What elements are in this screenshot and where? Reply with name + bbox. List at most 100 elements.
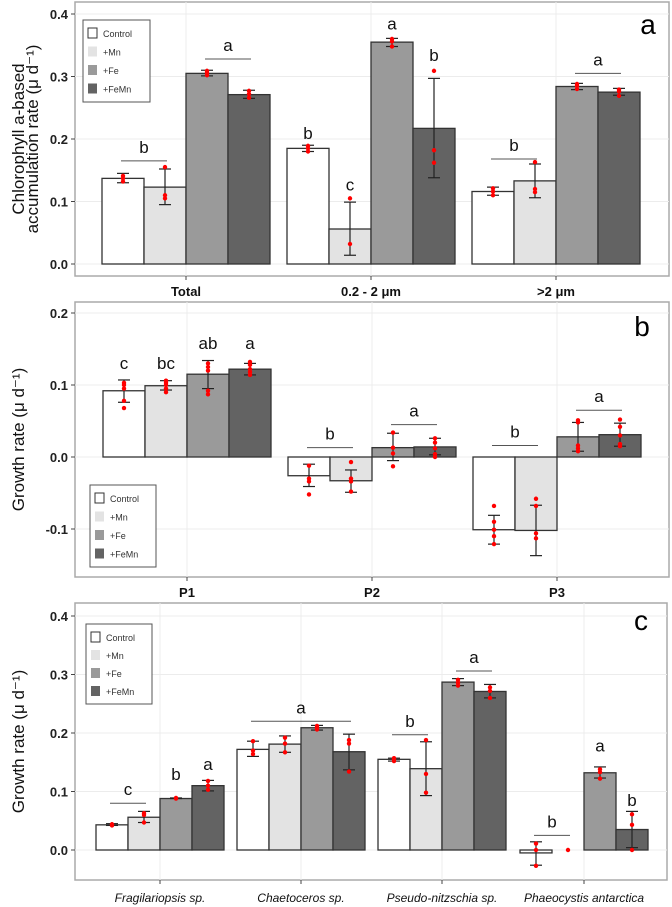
significance-letter: ab (199, 334, 218, 353)
data-point (574, 81, 580, 87)
significance-letter: a (387, 15, 397, 34)
bar-fe (159, 797, 193, 851)
significance-letter: a (245, 334, 255, 353)
significance-letter: b (171, 765, 180, 784)
data-point (348, 459, 354, 465)
data-point (306, 492, 312, 497)
bar-control (286, 147, 330, 265)
y-tick-label: 0.0 (50, 257, 68, 272)
data-point (246, 91, 252, 97)
legend-label: +Mn (110, 513, 128, 523)
bar-femn (597, 91, 641, 265)
legend-swatch (91, 650, 100, 660)
data-point (205, 361, 211, 366)
data-point (533, 841, 539, 846)
data-point (282, 741, 288, 746)
panel-label: c (634, 605, 648, 636)
significance-letter: b (303, 124, 312, 143)
bar-femn (191, 785, 225, 851)
legend-swatch (95, 511, 104, 522)
data-point (205, 783, 211, 788)
legend-label: +Mn (106, 651, 124, 661)
bar-fe (300, 727, 334, 851)
y-tick-label: 0.2 (50, 306, 68, 321)
significance-letter: a (593, 50, 603, 69)
data-point (141, 820, 147, 825)
significance-letter: a (296, 698, 306, 717)
data-point (491, 503, 497, 509)
data-point (491, 541, 497, 547)
legend-label: Control (110, 494, 139, 504)
data-point (532, 159, 538, 165)
data-point (121, 398, 127, 404)
data-point (390, 430, 396, 435)
data-point (347, 196, 353, 201)
data-point (121, 405, 127, 411)
significance-letter: b (405, 712, 414, 731)
data-point (617, 433, 623, 438)
data-point (432, 446, 438, 451)
data-point (533, 863, 539, 868)
data-point (250, 738, 256, 744)
bar-mn (144, 385, 188, 458)
significance-letter: b (627, 791, 636, 810)
bar-fe (441, 681, 475, 851)
x-tick-label: Fragilariopsis sp. (115, 891, 206, 905)
legend-label: +Mn (103, 48, 121, 58)
data-point (305, 143, 311, 149)
data-point (490, 193, 496, 198)
bar-fe (185, 72, 229, 265)
legend-swatch (90, 631, 101, 643)
significance-letter: b (429, 46, 438, 65)
data-point (490, 189, 496, 194)
data-point (432, 451, 438, 457)
legend-swatch (95, 548, 104, 559)
y-tick-label: 0.4 (50, 7, 69, 22)
y-tick-label: 0.3 (50, 70, 68, 85)
legend-label: +FeMn (103, 85, 131, 95)
bar-fe (583, 772, 617, 851)
data-point (247, 366, 253, 372)
data-point (348, 489, 354, 494)
data-point (617, 424, 623, 429)
data-point (617, 417, 623, 422)
panel-a: 0.0 0.1 0.2 0.3 0.4 Total 0.2 - 2 μm >2 μm b a b c a… (9, 1, 670, 299)
data-point (532, 186, 538, 192)
data-point (629, 822, 635, 828)
data-point (346, 741, 352, 746)
data-point (533, 496, 539, 501)
data-point (120, 173, 126, 179)
significance-letter: b (325, 425, 334, 444)
significance-letter: b (547, 812, 556, 831)
x-tick-label: P2 (364, 585, 380, 600)
significance-letter: a (594, 387, 604, 406)
data-point (162, 196, 168, 201)
bar-fe (370, 41, 414, 265)
data-point (246, 95, 252, 100)
significance-letter: c (346, 175, 355, 194)
data-point (575, 418, 581, 423)
significance-letter: bc (157, 354, 175, 373)
data-point (423, 771, 429, 777)
data-point (205, 368, 211, 373)
data-point (487, 695, 493, 701)
legend-label: +Fe (103, 66, 119, 76)
bar-fe (555, 85, 599, 265)
bar-control (377, 758, 411, 851)
x-tick-label: 0.2 - 2 μm (341, 284, 401, 299)
data-point (121, 386, 127, 391)
data-point (629, 847, 635, 853)
y-tick-label: 0.4 (50, 609, 69, 624)
data-point (306, 463, 312, 468)
data-point (347, 241, 353, 247)
data-point (487, 688, 493, 694)
panel-label: a (640, 9, 656, 40)
data-point (204, 68, 210, 74)
data-point (306, 479, 312, 484)
legend-swatch (88, 83, 97, 94)
significance-letter: a (595, 737, 605, 756)
data-point (246, 88, 252, 94)
x-tick-label: P1 (179, 585, 195, 600)
data-point (533, 536, 539, 541)
